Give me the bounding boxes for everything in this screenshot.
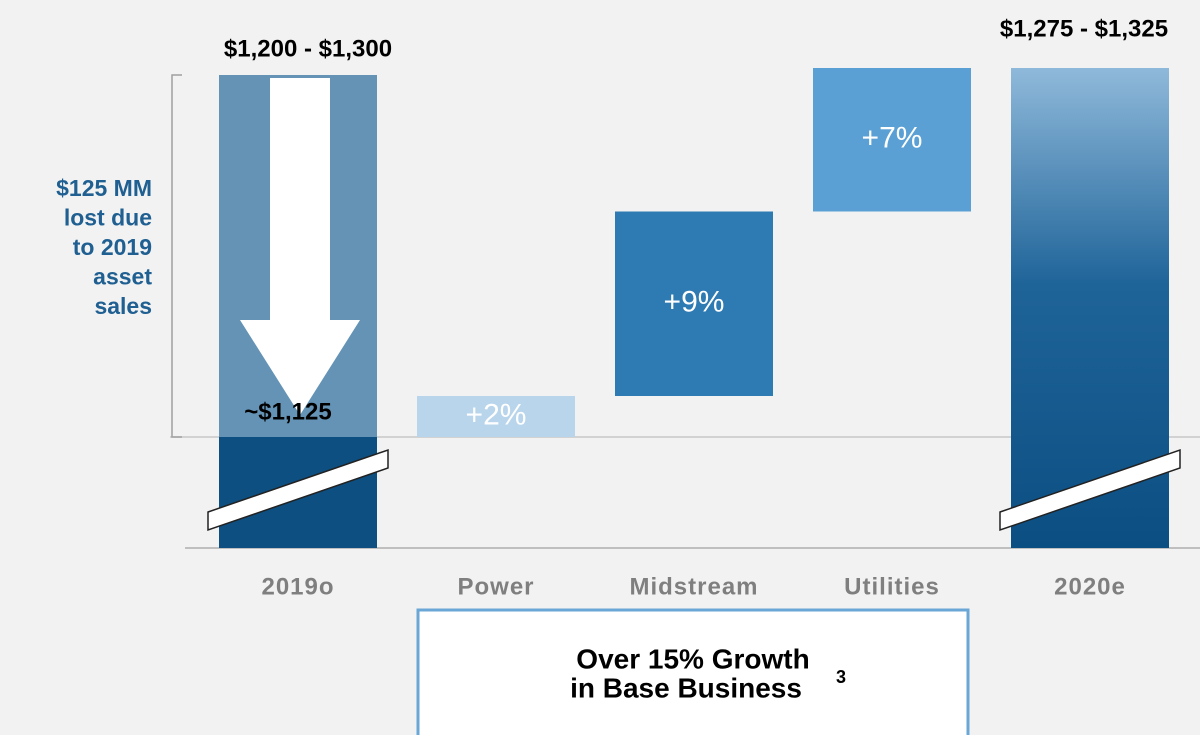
value-label: +7% [862,122,923,155]
axis-break [999,448,1181,532]
columns: $1,200 - $1,300 ~$1,125 2019o +2% Power +9% Mi… [56,15,1181,600]
value-label: +2% [466,398,527,431]
range-label: $1,200 - $1,300 [224,35,392,62]
annotation: $125 MM [56,175,152,201]
x-tick-label: Power [457,573,534,600]
down-arrow [240,78,360,415]
annotation: asset [93,264,152,290]
x-tick-label: Utilities [844,573,940,600]
axis-break [207,448,389,532]
bracket [171,74,182,438]
step-bar [417,396,575,437]
x-tick-label: 2019o [261,573,334,600]
annotation: to 2019 [73,234,152,260]
step-bar [813,68,971,212]
start-label: ~$1,125 [244,398,331,425]
footnote-mark: 3 [836,667,846,687]
callout-text: in Base Business [570,672,802,703]
range-label: $1,275 - $1,325 [1000,15,1168,42]
annotation: lost due [64,205,152,231]
step-bar [615,211,773,396]
callout-box [416,608,970,735]
x-tick-label: Midstream [629,573,758,600]
value-label: +9% [664,286,725,319]
annotation: sales [94,293,152,319]
callout-text: Over 15% Growth [576,643,809,674]
x-tick-label: 2020e [1054,573,1126,600]
